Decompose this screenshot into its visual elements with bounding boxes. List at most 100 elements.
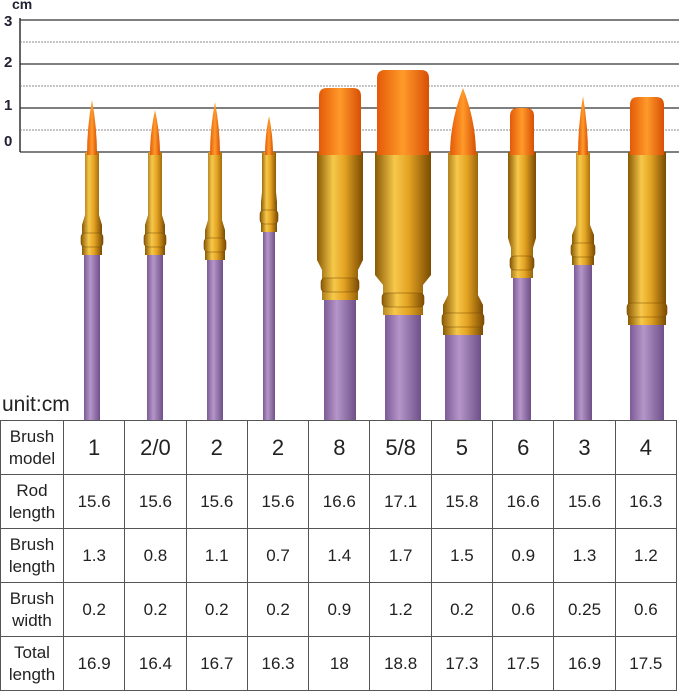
table-cell: 16.9	[553, 636, 616, 691]
table-cell: 15.6	[553, 474, 616, 529]
table-cell: 4	[614, 420, 678, 475]
table-cell: 16.3	[246, 636, 310, 691]
table-cell: 16.7	[185, 636, 248, 691]
brush-handle	[630, 325, 664, 420]
brush-tip	[87, 100, 97, 155]
table-cell: 16.6	[492, 474, 555, 529]
brush-ferrule	[443, 152, 483, 335]
table-cell: 0.6	[492, 582, 555, 637]
brush-ferrule	[145, 152, 165, 255]
table-cell: 17.5	[614, 636, 678, 691]
brush-crimp	[441, 312, 485, 328]
table-cell: 0.2	[62, 582, 126, 637]
table-cell: 16.4	[124, 636, 187, 691]
table-cell: 8	[308, 420, 371, 475]
row-header: Brush model	[0, 420, 64, 475]
table-cell: 2	[246, 420, 310, 475]
table-cell: 0.9	[492, 528, 555, 583]
table-cell: 1.3	[553, 528, 616, 583]
table-row: Brush length 1.3 0.8 1.1 0.7 1.4 1.7 1.5 0.9 1.3 1…	[0, 528, 678, 583]
table-cell: 15.6	[246, 474, 310, 529]
brush-crimp	[203, 237, 227, 253]
table-row: Rod length 15.6 15.6 15.6 15.6 16.6 17.1 15.8 16…	[0, 474, 678, 529]
brush-crimp	[143, 232, 167, 248]
ruler-label: 2	[4, 54, 12, 71]
brush-tip	[210, 102, 220, 155]
brush-tip	[450, 88, 476, 155]
ruler-label: 3	[4, 13, 12, 30]
table-cell: 16.6	[308, 474, 371, 529]
table-cell: 1.7	[369, 528, 432, 583]
ruler-label: 1	[4, 97, 12, 114]
brush-tip	[319, 88, 361, 155]
table-cell: 0.2	[430, 582, 494, 637]
table-cell: 5/8	[369, 420, 432, 475]
table-cell: 16.9	[62, 636, 126, 691]
table-row: Brush width 0.2 0.2 0.2 0.2 0.9 1.2 0.2 0.6 0.25 0…	[0, 582, 678, 637]
table-row: Total length 16.9 16.4 16.7 16.3 18 18.8 17.3 17…	[0, 636, 678, 691]
table-cell: 0.2	[124, 582, 187, 637]
row-header: Rod length	[0, 474, 64, 529]
spec-table: Brush model 1 2/0 2 2 8 5/8 5 6 3 4 Rod length 15.6 1…	[0, 420, 678, 691]
table-cell: 15.6	[185, 474, 248, 529]
table-cell: 16.3	[614, 474, 678, 529]
unit-note: unit:cm	[2, 393, 70, 416]
table-cell: 1.2	[369, 582, 432, 637]
table-cell: 0.25	[553, 582, 616, 637]
table-cell: 1.3	[62, 528, 126, 583]
table-cell: 3	[553, 420, 616, 475]
table-cell: 17.3	[430, 636, 494, 691]
brush-tip	[630, 97, 664, 155]
brush-handle	[445, 335, 481, 420]
brush-crimp	[320, 277, 360, 293]
brush-handle	[263, 232, 275, 420]
table-cell: 5	[430, 420, 494, 475]
table-cell: 15.6	[62, 474, 126, 529]
brush-ferrule	[572, 152, 594, 265]
brush-ferrule	[205, 152, 225, 260]
table-cell: 1.1	[185, 528, 248, 583]
table-row: Brush model 1 2/0 2 2 8 5/8 5 6 3 4	[0, 420, 678, 475]
table-cell: 0.8	[124, 528, 187, 583]
table-cell: 18.8	[369, 636, 432, 691]
ruler: 3 2 1 0	[4, 13, 679, 153]
illustration: cm 3 2 1 0	[4, 0, 679, 420]
brush-handle	[385, 315, 421, 420]
table-cell: 1.4	[308, 528, 371, 583]
table-cell: 6	[492, 420, 555, 475]
brush-ferrule	[508, 152, 536, 278]
brush-handle	[574, 265, 592, 420]
ruler-label: 0	[4, 133, 12, 150]
table-cell: 17.1	[369, 474, 432, 529]
brush-crimp	[259, 209, 279, 225]
brush-crimp	[381, 292, 425, 308]
brush-ferrule	[375, 152, 431, 315]
table-cell: 1	[62, 420, 126, 475]
row-header: Brush width	[0, 582, 64, 637]
row-header: Total length	[0, 636, 64, 691]
brush-handle	[324, 300, 356, 420]
brush-ferrule	[628, 152, 666, 325]
brush-handle	[147, 255, 163, 420]
table-cell: 18	[308, 636, 371, 691]
table-cell: 15.8	[430, 474, 494, 529]
table-cell: 15.6	[124, 474, 187, 529]
table-cell: 0.7	[246, 528, 310, 583]
brush-tip	[150, 110, 160, 155]
table-cell: 0.2	[185, 582, 248, 637]
brush-crimp	[626, 302, 668, 318]
brush-tip	[578, 96, 588, 155]
brush-crimp	[509, 255, 535, 271]
brush-tip	[265, 116, 273, 155]
brush-handle	[207, 260, 223, 420]
brush-handle	[84, 255, 100, 420]
ruler-unit: cm	[12, 0, 32, 12]
table-cell: 0.9	[308, 582, 371, 637]
brushes	[80, 70, 668, 420]
row-header: Brush length	[0, 528, 64, 583]
brush-tip	[510, 108, 534, 155]
table-cell: 1.2	[614, 528, 678, 583]
brush-crimp	[570, 242, 596, 258]
brush-ferrule	[317, 152, 363, 300]
